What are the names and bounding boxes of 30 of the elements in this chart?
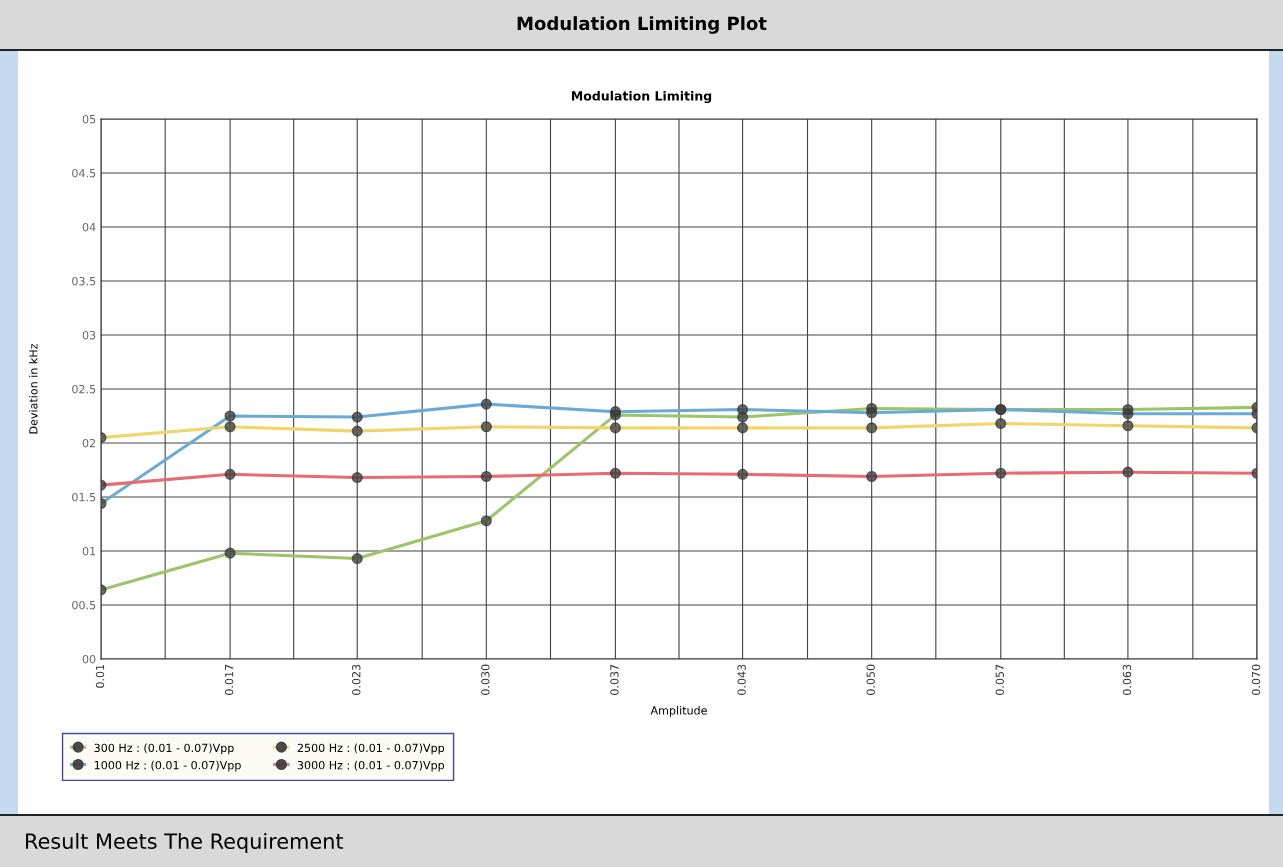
y-tick-label: 03.5 xyxy=(72,276,96,286)
x-tick-label: 0.070 xyxy=(1251,664,1261,695)
chart-title: Modulation Limiting Plot xyxy=(517,16,767,34)
x-tick-label: 0.030 xyxy=(481,664,490,695)
y-axis-title: Deviation in kHz xyxy=(28,344,38,434)
legend-label: 300 Hz : (0.01 - 0.07)Vpp xyxy=(94,743,234,755)
x-tick-label: 0.037 xyxy=(610,664,619,695)
y-tick-label: 01 xyxy=(82,546,96,556)
y-tick-label: 02.5 xyxy=(72,384,96,394)
text: Result Meets The Requirement xyxy=(26,832,344,854)
y-tick-label: 00.5 xyxy=(72,600,96,610)
y-tick-label: 04 xyxy=(82,222,96,232)
x-tick-label: 0.023 xyxy=(352,664,361,695)
legend-label: 2500 Hz : (0.01 - 0.07)Vpp xyxy=(297,743,445,755)
y-tick-label: 00 xyxy=(82,654,96,664)
legend-label: 1000 Hz : (0.01 - 0.07)Vpp xyxy=(94,760,241,772)
x-tick-label: 0.063 xyxy=(1122,664,1132,695)
y-tick-label: 01.5 xyxy=(72,492,96,502)
legend-label: 3000 Hz : (0.01 - 0.07)Vpp xyxy=(297,760,445,772)
x-tick-label: 0.017 xyxy=(224,664,234,695)
y-tick-label: 05 xyxy=(82,114,96,124)
y-tick-label: 03 xyxy=(82,330,96,340)
y-tick-label: 02 xyxy=(82,438,96,448)
x-tick-label: 0.043 xyxy=(737,664,746,695)
x-axis-title: Amplitude xyxy=(650,706,707,717)
x-tick-label: 0.01 xyxy=(95,664,105,688)
chart-subtitle: Modulation Limiting xyxy=(571,90,712,104)
y-tick-label: 04.5 xyxy=(72,168,96,178)
x-tick-label: 0.050 xyxy=(866,664,875,695)
x-tick-label: 0.057 xyxy=(995,664,1004,695)
